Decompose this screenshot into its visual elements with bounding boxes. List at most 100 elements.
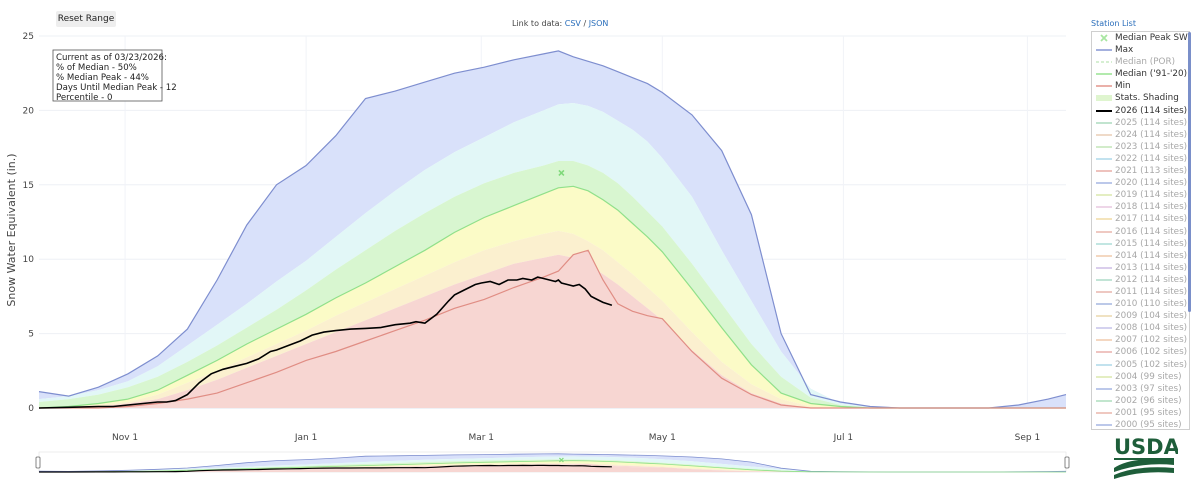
legend-item[interactable]: 2003 (97 sites) bbox=[1092, 383, 1189, 395]
legend-swatch-icon bbox=[1096, 49, 1112, 51]
legend-item[interactable]: 2015 (114 sites) bbox=[1092, 238, 1189, 250]
legend-swatch-icon bbox=[1096, 363, 1112, 366]
legend-item[interactable]: Stats. Shading bbox=[1092, 92, 1189, 104]
min-line bbox=[39, 249, 1066, 409]
legend-label: 2005 (102 sites) bbox=[1115, 359, 1188, 370]
range-slider-band bbox=[39, 463, 1066, 472]
y-tick-label: 15 bbox=[23, 181, 34, 191]
legend-item[interactable]: 2012 (114 sites) bbox=[1092, 274, 1189, 286]
legend-label: 2019 (114 sites) bbox=[1115, 190, 1188, 201]
stat-lines bbox=[38, 50, 1067, 409]
legend-swatch-icon bbox=[1100, 34, 1108, 42]
legend-item[interactable]: 2010 (110 sites) bbox=[1092, 298, 1189, 310]
legend-item[interactable]: Max bbox=[1092, 44, 1189, 56]
legend-item[interactable]: 2016 (114 sites) bbox=[1092, 226, 1189, 238]
legend-label: 2007 (102 sites) bbox=[1115, 335, 1188, 346]
legend-item[interactable]: 2005 (102 sites) bbox=[1092, 359, 1189, 371]
info-line-median-peak: % Median Peak - 44% bbox=[56, 73, 149, 83]
legend-item[interactable]: 2025 (114 sites) bbox=[1092, 117, 1189, 129]
y-tick-label: 0 bbox=[28, 404, 34, 414]
legend-swatch-icon bbox=[1096, 182, 1112, 184]
legend-item[interactable]: 2008 (104 sites) bbox=[1092, 322, 1189, 334]
legend-swatch-icon bbox=[1096, 158, 1112, 160]
legend-item[interactable]: 2013 (114 sites) bbox=[1092, 262, 1189, 274]
50-to-30-band bbox=[39, 186, 1066, 408]
station-list-link[interactable]: Station List bbox=[1091, 19, 1136, 28]
legend-item[interactable]: 2026 (114 sites) bbox=[1092, 105, 1189, 117]
legend-item[interactable]: 2011 (114 sites) bbox=[1092, 286, 1189, 298]
legend-swatch-icon bbox=[1096, 375, 1112, 378]
legend-label: 2025 (114 sites) bbox=[1115, 117, 1188, 128]
legend-label: 2015 (114 sites) bbox=[1115, 238, 1188, 249]
legend-label: 2016 (114 sites) bbox=[1115, 226, 1188, 237]
legend-swatch-icon bbox=[1096, 254, 1112, 257]
legend-item[interactable]: 2001 (95 sites) bbox=[1092, 407, 1189, 419]
y-tick-label: 5 bbox=[28, 330, 34, 340]
legend-label: Median ('91-'20) bbox=[1115, 69, 1188, 80]
json-link[interactable]: JSON bbox=[588, 19, 609, 28]
legend-item[interactable]: Median (POR) bbox=[1092, 56, 1189, 68]
y-tick-label: 10 bbox=[23, 255, 35, 265]
legend-item[interactable]: 2007 (102 sites) bbox=[1092, 334, 1189, 346]
range-slider-band bbox=[39, 456, 1066, 472]
swe-chart[interactable]: 0 5 10 15 20 25 Nov 1 Jan 1 Mar 1 May 1 Jul 1 Sep … bbox=[0, 0, 1088, 487]
legend-item[interactable]: 2004 (99 sites) bbox=[1092, 371, 1189, 383]
legend-label: 2013 (114 sites) bbox=[1115, 262, 1188, 273]
legend-item[interactable]: Median Peak SWE bbox=[1092, 32, 1189, 44]
legend-label: 2003 (97 sites) bbox=[1115, 383, 1182, 394]
legend-swatch-icon bbox=[1096, 242, 1112, 245]
legend-item[interactable]: Median ('91-'20) bbox=[1092, 68, 1189, 80]
legend-item[interactable]: 2002 (96 sites) bbox=[1092, 395, 1189, 407]
reset-range-button[interactable]: Reset Range bbox=[56, 11, 116, 27]
legend-item[interactable]: 2022 (114 sites) bbox=[1092, 153, 1189, 165]
legend-item[interactable]: 2014 (114 sites) bbox=[1092, 250, 1189, 262]
info-line-days-until-peak: Days Until Median Peak - 12 bbox=[56, 83, 177, 93]
legend-item[interactable]: 2019 (114 sites) bbox=[1092, 189, 1189, 201]
csv-link[interactable]: CSV bbox=[564, 19, 581, 28]
info-line-date: Current as of 03/23/2026: bbox=[56, 53, 167, 63]
legend-item[interactable]: 2009 (104 sites) bbox=[1092, 310, 1189, 322]
legend-label: Stats. Shading bbox=[1115, 93, 1179, 104]
legend-label: 2008 (104 sites) bbox=[1115, 323, 1188, 334]
x-tick-label: Mar 1 bbox=[468, 433, 494, 443]
legend-swatch-icon bbox=[1096, 218, 1112, 221]
legend-swatch-icon bbox=[1096, 206, 1112, 209]
x-tick-label: Jul 1 bbox=[833, 433, 853, 443]
legend-swatch-icon bbox=[1096, 134, 1112, 136]
range-slider-peak-marker bbox=[558, 457, 564, 463]
data-links-prefix: Link to data: bbox=[512, 19, 563, 28]
legend-swatch-icon bbox=[1096, 315, 1112, 317]
legend-item[interactable]: 2000 (95 sites) bbox=[1092, 419, 1189, 430]
legend-swatch-icon bbox=[1096, 267, 1112, 269]
y-tick-label: 20 bbox=[23, 106, 35, 116]
legend-label: 2012 (114 sites) bbox=[1115, 274, 1188, 285]
legend-label: 2023 (114 sites) bbox=[1115, 141, 1188, 152]
legend-item[interactable]: 2006 (102 sites) bbox=[1092, 346, 1189, 358]
legend-item[interactable]: 2021 (113 sites) bbox=[1092, 165, 1189, 177]
legend-scrollbar[interactable] bbox=[1188, 32, 1191, 312]
legend-label: 2021 (113 sites) bbox=[1115, 166, 1188, 177]
median-peak-marker bbox=[558, 169, 565, 176]
legend-item[interactable]: 2018 (114 sites) bbox=[1092, 201, 1189, 213]
legend-label: 2018 (114 sites) bbox=[1115, 202, 1188, 213]
legend-swatch-icon bbox=[1096, 400, 1112, 402]
legend-swatch-icon bbox=[1096, 109, 1112, 112]
legend-swatch-icon bbox=[1096, 327, 1112, 329]
range-slider-right-handle bbox=[1064, 456, 1070, 469]
legend[interactable]: Median Peak SWE Max Median (POR) Median ('9… bbox=[1091, 31, 1190, 430]
range-slider[interactable] bbox=[35, 451, 1070, 473]
x-tick-label: Nov 1 bbox=[112, 433, 138, 443]
legend-label: 2000 (95 sites) bbox=[1115, 420, 1182, 430]
70-to-50-band bbox=[39, 161, 1066, 408]
legend-item[interactable]: Min bbox=[1092, 80, 1189, 92]
legend-item[interactable]: 2017 (114 sites) bbox=[1092, 213, 1189, 225]
legend-label: 2014 (114 sites) bbox=[1115, 250, 1188, 261]
legend-swatch-icon bbox=[1096, 95, 1112, 102]
legend-item[interactable]: 2020 (114 sites) bbox=[1092, 177, 1189, 189]
legend-item[interactable]: 2024 (114 sites) bbox=[1092, 129, 1189, 141]
legend-item[interactable]: 2023 (114 sites) bbox=[1092, 141, 1189, 153]
info-line-percentile: Percentile - 0 bbox=[56, 93, 112, 103]
legend-swatch-icon bbox=[1096, 412, 1112, 414]
legend-swatch-icon bbox=[1096, 194, 1112, 196]
legend-label: 2020 (114 sites) bbox=[1115, 178, 1188, 189]
